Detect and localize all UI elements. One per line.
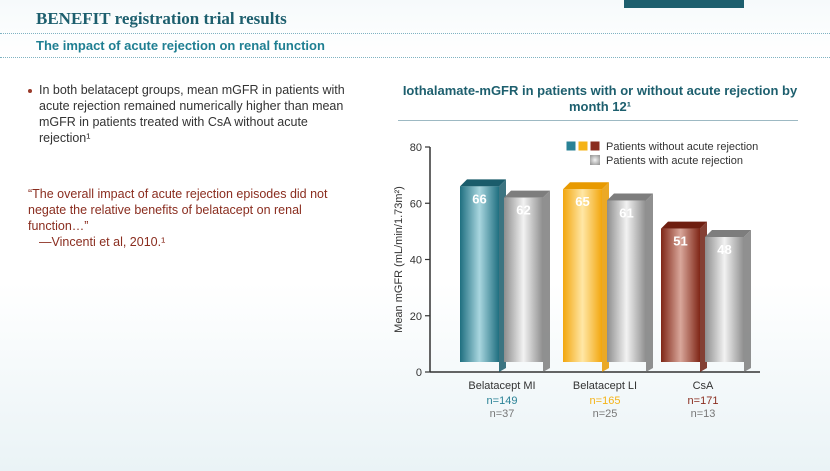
bar-with-rejection-side [543, 190, 550, 372]
bar-with-rejection-side [646, 193, 653, 372]
y-tick-label: 40 [410, 255, 422, 267]
y-tick-label: 0 [416, 367, 422, 379]
chart-title-divider [398, 120, 798, 121]
y-tick-label: 20 [410, 311, 422, 323]
legend-label-without: Patients without acute rejection [606, 141, 758, 153]
bar-without-rejection [661, 228, 700, 362]
bullet-text: In both belatacept groups, mean mGFR in … [39, 83, 345, 145]
y-tick-label: 80 [410, 142, 422, 154]
n-with-label: n=37 [490, 408, 515, 420]
data-label: 66 [472, 191, 486, 206]
bar-with-rejection-top [504, 190, 550, 198]
x-category-label: Belatacept LI [573, 380, 637, 392]
n-without-label: n=149 [487, 395, 518, 407]
n-with-label: n=25 [593, 408, 618, 420]
data-label: 62 [516, 203, 530, 218]
header-band [0, 0, 830, 56]
n-without-label: n=165 [590, 395, 621, 407]
bar-with-rejection-top [607, 193, 653, 201]
data-label: 61 [619, 205, 633, 220]
legend-swatch-without [565, 140, 577, 152]
top-accent-bar [624, 0, 744, 8]
quote-block: “The overall impact of acute rejection e… [28, 186, 348, 250]
legend-swatch-without [589, 140, 601, 152]
bar-without-rejection [563, 189, 602, 362]
quote-citation: —Vincenti et al, 2010.¹ [39, 235, 166, 249]
bar-with-rejection-side [744, 230, 751, 372]
page-subtitle: The impact of acute rejection on renal f… [36, 38, 325, 53]
bullet-icon [28, 89, 32, 93]
bar-without-rejection-top [563, 182, 609, 190]
bar-with-rejection [607, 200, 646, 362]
bar-with-rejection [504, 197, 543, 362]
legend-swatch-with [590, 155, 600, 165]
chart-title: Iothalamate-mGFR in patients with or wit… [402, 83, 798, 114]
title-divider [0, 33, 830, 34]
subtitle-divider [0, 57, 830, 58]
bar-with-rejection [705, 237, 744, 362]
legend-label-with: Patients with acute rejection [606, 155, 743, 167]
n-without-label: n=171 [688, 395, 719, 407]
data-label: 65 [575, 194, 589, 209]
quote-text: “The overall impact of acute rejection e… [28, 187, 328, 233]
n-with-label: n=13 [691, 408, 716, 420]
y-axis-label: Mean mGFR (mL/min/1.73m²) [393, 186, 405, 333]
data-label: 48 [717, 242, 731, 257]
bar-without-rejection-top [661, 221, 707, 229]
page-title: BENEFIT registration trial results [36, 9, 287, 28]
x-category-label: Belatacept MI [468, 380, 535, 392]
bar-with-rejection-top [705, 230, 751, 237]
x-category-label: CsA [693, 380, 714, 392]
bar-without-rejection [460, 186, 499, 362]
legend-swatch-without [577, 140, 589, 152]
bullet-point: In both belatacept groups, mean mGFR in … [28, 82, 358, 146]
bar-without-rejection-top [460, 179, 506, 187]
y-tick-label: 60 [410, 198, 422, 210]
data-label: 51 [673, 234, 687, 249]
